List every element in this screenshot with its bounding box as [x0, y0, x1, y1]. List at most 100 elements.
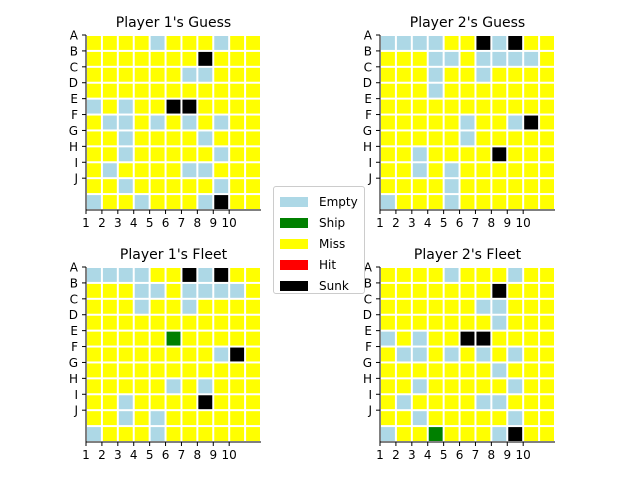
board-cell[interactable] [118, 67, 133, 82]
board-cell[interactable] [396, 411, 411, 426]
board-cell[interactable] [540, 331, 554, 346]
board-cell[interactable] [540, 147, 554, 162]
board-cell[interactable] [428, 147, 443, 162]
board-cell[interactable] [198, 179, 213, 194]
board-cell[interactable] [476, 67, 491, 82]
board-cell[interactable] [396, 51, 411, 66]
board-cell[interactable] [214, 67, 229, 82]
board-cell[interactable] [508, 427, 523, 441]
board-cell[interactable] [134, 83, 149, 98]
board-cell[interactable] [198, 67, 213, 82]
board-cell[interactable] [182, 331, 197, 346]
board-cell[interactable] [102, 51, 117, 66]
board-cell[interactable] [134, 379, 149, 394]
board-cell[interactable] [524, 99, 539, 114]
board-cell[interactable] [166, 115, 181, 130]
board-cell[interactable] [118, 395, 133, 410]
board-cell[interactable] [524, 363, 539, 378]
board-cell[interactable] [381, 163, 395, 178]
board-cell[interactable] [428, 363, 443, 378]
board-cell[interactable] [492, 83, 507, 98]
board-cell[interactable] [524, 115, 539, 130]
board-cell[interactable] [87, 67, 101, 82]
board-cell[interactable] [381, 395, 395, 410]
board-cell[interactable] [87, 331, 101, 346]
board-cell[interactable] [102, 147, 117, 162]
board-cell[interactable] [87, 36, 101, 50]
board-cell[interactable] [412, 411, 427, 426]
board-cell[interactable] [230, 283, 245, 298]
board-cell[interactable] [381, 411, 395, 426]
board-cell[interactable] [230, 395, 245, 410]
board-cell[interactable] [230, 99, 245, 114]
board-cell[interactable] [198, 195, 213, 209]
board-cell[interactable] [134, 411, 149, 426]
board-cell[interactable] [492, 99, 507, 114]
board-cell[interactable] [476, 347, 491, 362]
board-cell[interactable] [87, 115, 101, 130]
board-cell[interactable] [492, 51, 507, 66]
board-cell[interactable] [246, 147, 260, 162]
board-cell[interactable] [444, 363, 459, 378]
board-cell[interactable] [492, 179, 507, 194]
board-cell[interactable] [166, 347, 181, 362]
board-cell[interactable] [460, 163, 475, 178]
board-cell[interactable] [444, 36, 459, 50]
board-cell[interactable] [150, 179, 165, 194]
board-cell[interactable] [198, 411, 213, 426]
board-cell[interactable] [118, 195, 133, 209]
board-cell[interactable] [214, 83, 229, 98]
board-cell[interactable] [230, 347, 245, 362]
board-cell[interactable] [460, 115, 475, 130]
board-cell[interactable] [476, 427, 491, 441]
board-cell[interactable] [214, 36, 229, 50]
board-cell[interactable] [102, 36, 117, 50]
board-cell[interactable] [87, 179, 101, 194]
board-cell[interactable] [198, 163, 213, 178]
board-cell[interactable] [540, 83, 554, 98]
board-cell[interactable] [412, 268, 427, 282]
board-cell[interactable] [134, 195, 149, 209]
board-cell[interactable] [508, 331, 523, 346]
board-cell[interactable] [444, 331, 459, 346]
board-cell[interactable] [508, 115, 523, 130]
board-cell[interactable] [87, 299, 101, 314]
board-cell[interactable] [102, 115, 117, 130]
board-cell[interactable] [214, 427, 229, 441]
board-cell[interactable] [150, 36, 165, 50]
board-cell[interactable] [150, 427, 165, 441]
board-cell[interactable] [118, 427, 133, 441]
board-cell[interactable] [428, 331, 443, 346]
board-cell[interactable] [182, 363, 197, 378]
board-cell[interactable] [230, 268, 245, 282]
board-cell[interactable] [214, 51, 229, 66]
board-cell[interactable] [460, 299, 475, 314]
board-cell[interactable] [524, 299, 539, 314]
board-cell[interactable] [428, 315, 443, 330]
board-cell[interactable] [182, 163, 197, 178]
board-cell[interactable] [524, 163, 539, 178]
board-cell[interactable] [508, 67, 523, 82]
board-cell[interactable] [476, 395, 491, 410]
board-cell[interactable] [198, 51, 213, 66]
board-cell[interactable] [134, 315, 149, 330]
board-cell[interactable] [428, 179, 443, 194]
board-cell[interactable] [412, 99, 427, 114]
board-cell[interactable] [150, 67, 165, 82]
board-cell[interactable] [508, 299, 523, 314]
board-cell[interactable] [524, 283, 539, 298]
board-cell[interactable] [230, 331, 245, 346]
board-cell[interactable] [182, 347, 197, 362]
board-cell[interactable] [87, 427, 101, 441]
board-cell[interactable] [214, 363, 229, 378]
board-cell[interactable] [396, 331, 411, 346]
board-cell[interactable] [476, 283, 491, 298]
board-cell[interactable] [198, 268, 213, 282]
board-cell[interactable] [87, 83, 101, 98]
board-cell[interactable] [412, 395, 427, 410]
board-cell[interactable] [381, 283, 395, 298]
board-cell[interactable] [166, 427, 181, 441]
board-cell[interactable] [166, 179, 181, 194]
board-cell[interactable] [492, 427, 507, 441]
board-cell[interactable] [150, 115, 165, 130]
